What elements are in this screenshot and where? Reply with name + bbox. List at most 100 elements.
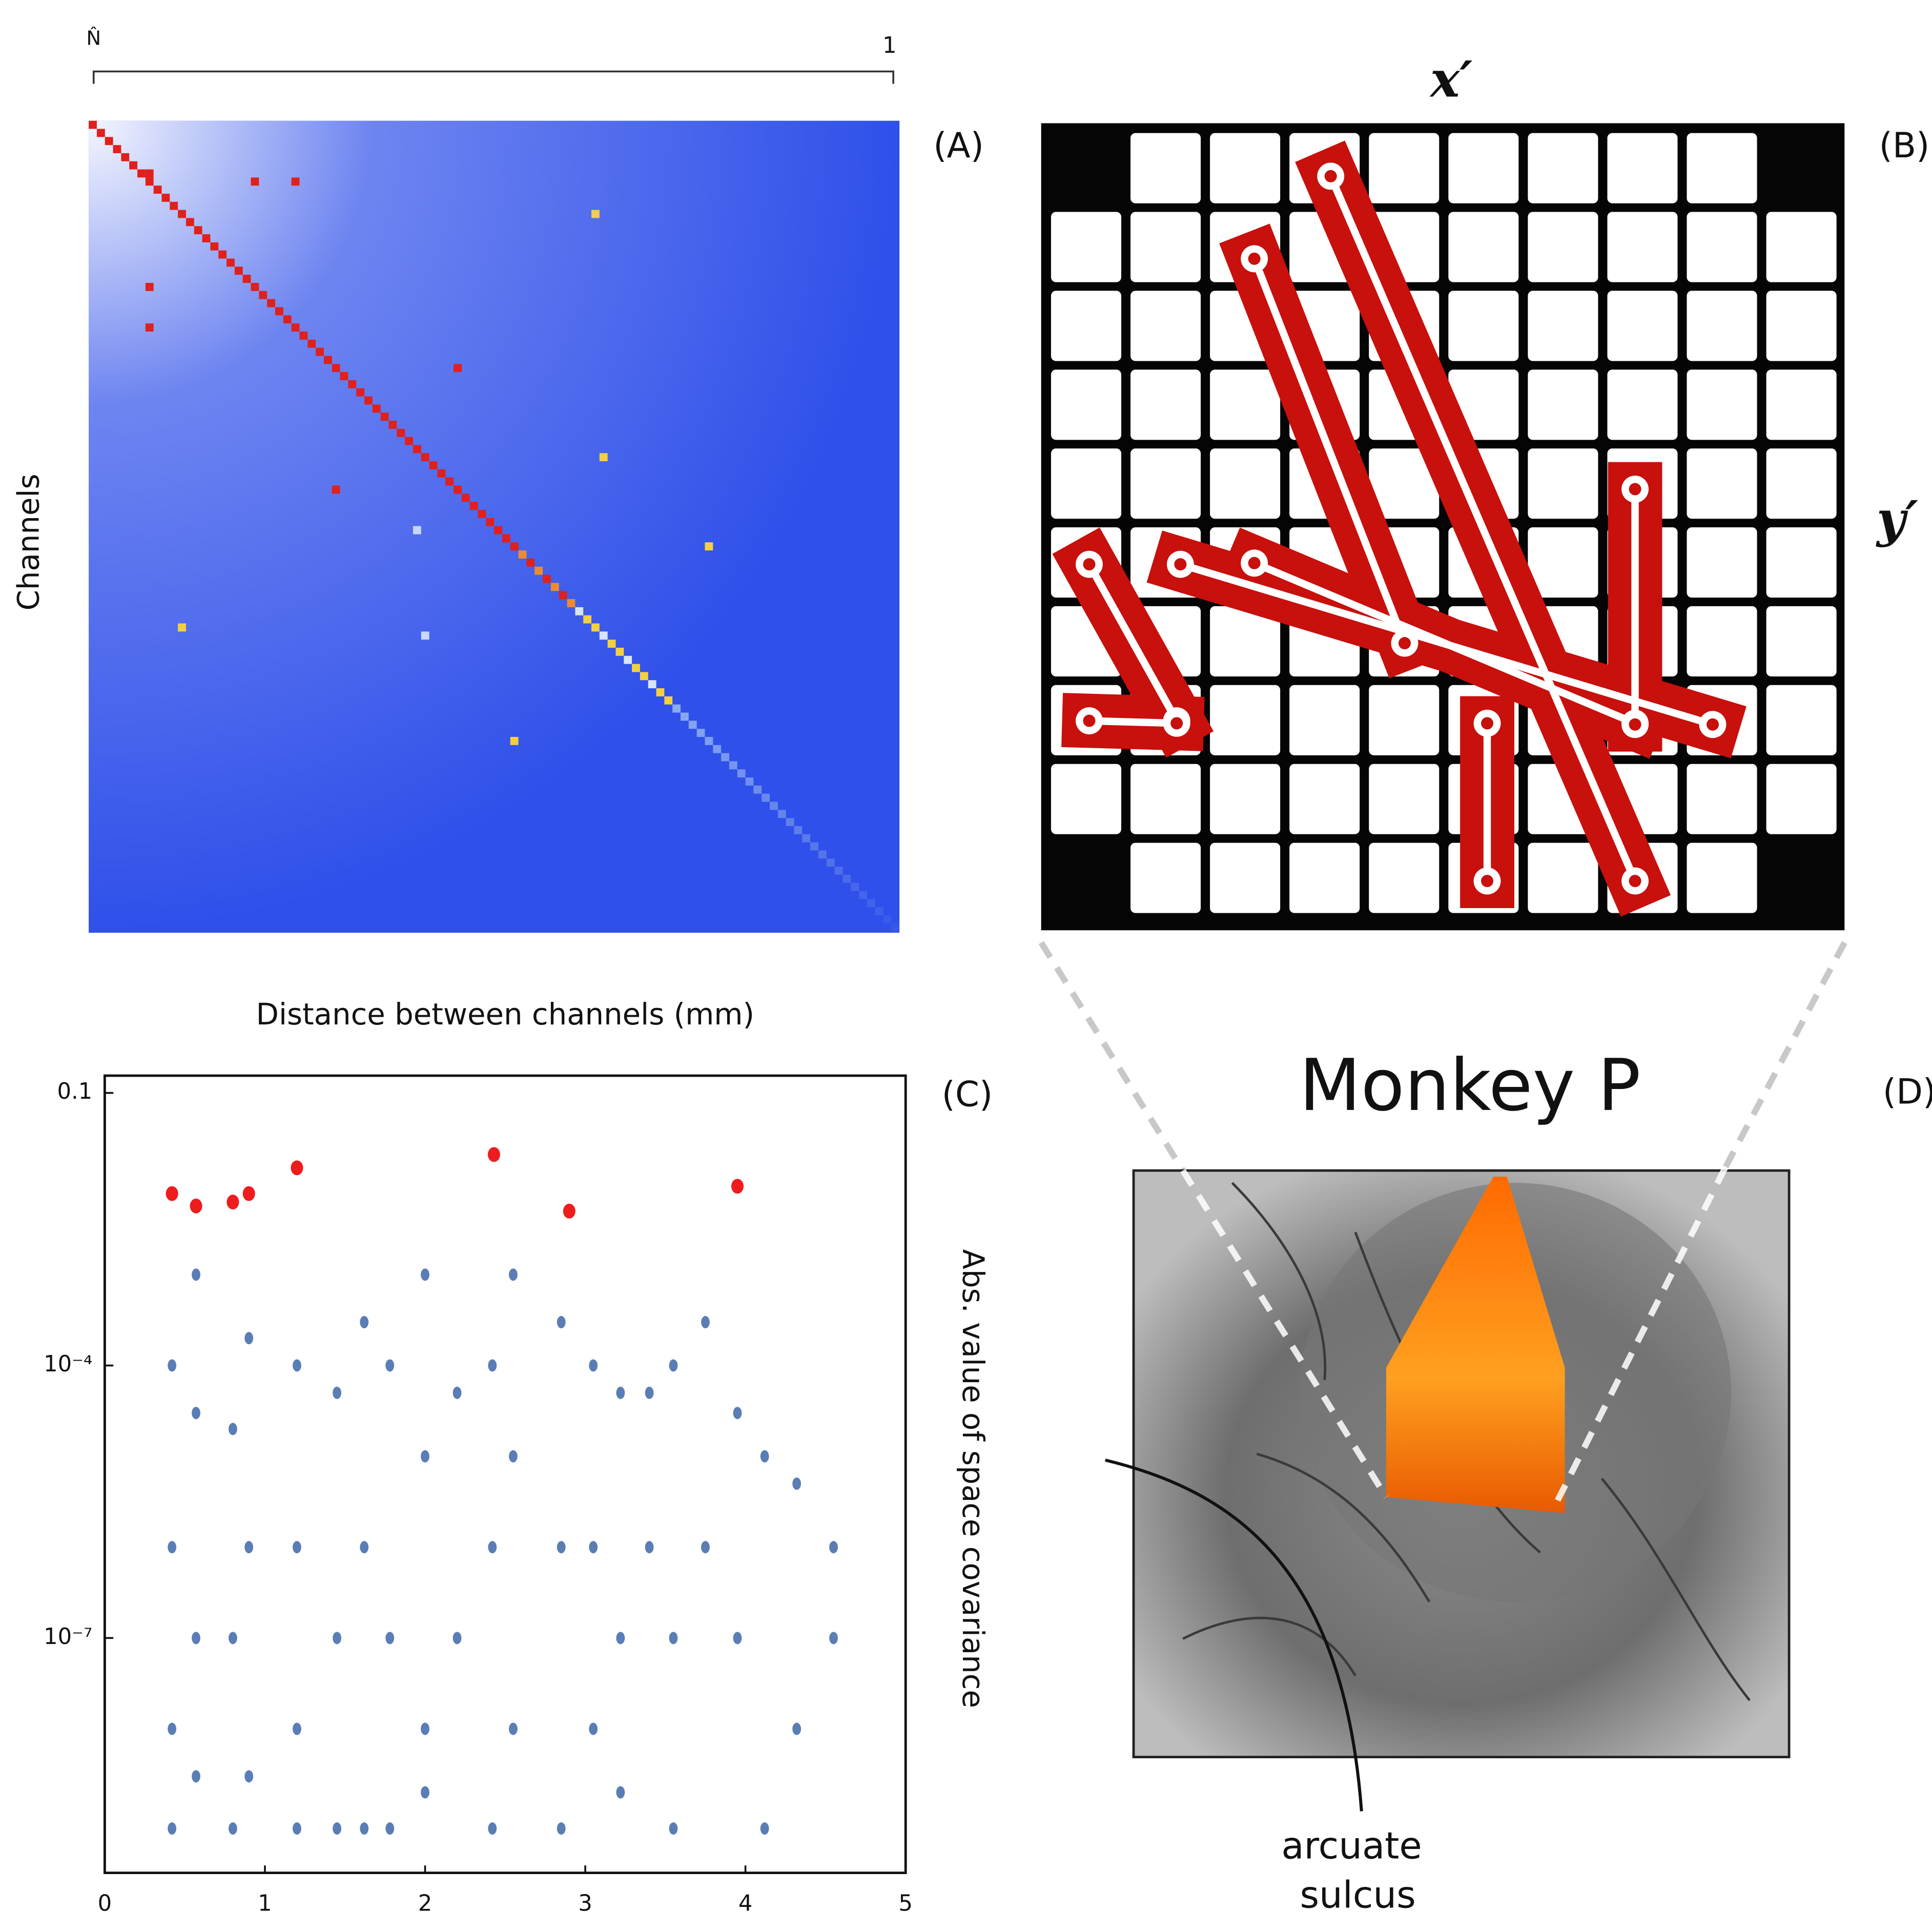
heatmap-cell <box>340 372 348 380</box>
point <box>421 1450 429 1463</box>
electrode <box>1766 369 1837 440</box>
electrode <box>1369 685 1440 755</box>
point <box>733 1632 742 1645</box>
heatmap-cell <box>851 882 859 891</box>
point <box>333 1822 342 1835</box>
heatmap-cell <box>777 810 786 818</box>
heatmap-cell <box>372 404 381 413</box>
heatmap-cell <box>178 210 186 218</box>
point <box>244 1332 254 1345</box>
heatmap-cell <box>688 721 697 729</box>
electrode <box>1766 291 1837 361</box>
electrode <box>1130 448 1201 519</box>
heatmap-cell <box>826 858 835 867</box>
heatmap-cell <box>421 631 429 640</box>
scatter-plot: 0 1 2 3 4 5 0.1 10⁻⁴ 10⁻⁷ <box>44 1079 913 1916</box>
contact-center <box>1629 718 1641 731</box>
panel-label: (A) <box>933 126 984 166</box>
electrode <box>1289 764 1360 834</box>
point <box>421 1268 429 1281</box>
point <box>488 1541 497 1554</box>
point <box>616 1386 625 1399</box>
point <box>421 1786 429 1799</box>
heatmap-cell <box>469 502 478 510</box>
point <box>589 1541 598 1554</box>
panel-label: (C) <box>942 1074 993 1114</box>
heatmap-cell <box>161 194 170 202</box>
heatmap-cell <box>648 680 656 689</box>
heatmap-cell <box>559 591 567 600</box>
heatmap-cell <box>454 364 462 373</box>
point <box>192 1770 200 1783</box>
contact-center <box>1083 714 1096 727</box>
heatmap-cell <box>429 461 438 469</box>
heatmap-cell <box>202 234 211 242</box>
point <box>557 1822 566 1835</box>
annotation: arcuate <box>1281 1825 1422 1868</box>
point <box>385 1822 395 1835</box>
contact-center <box>1083 558 1096 571</box>
heatmap-cell <box>510 736 519 745</box>
panel-label: (B) <box>1879 126 1930 166</box>
heatmap-cell <box>234 266 243 275</box>
electrode <box>1210 133 1281 203</box>
electrode <box>1051 764 1121 834</box>
connector <box>1552 1166 1728 1507</box>
point <box>293 1541 301 1554</box>
contact-center <box>1248 252 1261 265</box>
electrode <box>1210 448 1281 519</box>
y-tick-label: 0.1 <box>57 1079 93 1104</box>
heatmap-cell <box>283 315 292 324</box>
heatmap-cell <box>380 413 389 421</box>
heatmap-cell <box>145 283 154 291</box>
electrode <box>1130 764 1201 834</box>
point <box>293 1359 301 1372</box>
electrode <box>1210 764 1281 834</box>
x-tick-label: 0 <box>98 1891 112 1917</box>
heatmap-cell <box>770 801 778 810</box>
heatmap-cell <box>550 583 559 591</box>
electrode <box>1687 448 1757 519</box>
point <box>733 1407 742 1420</box>
heatmap-cell <box>186 218 194 227</box>
array-implant <box>1386 1177 1565 1513</box>
trace <box>1250 257 1408 645</box>
heatmap-cell <box>510 542 519 551</box>
heatmap-cell <box>307 339 316 348</box>
point <box>616 1786 625 1799</box>
electrode <box>1766 764 1837 834</box>
heatmap-cell <box>859 891 867 899</box>
heatmap-cell <box>145 177 154 186</box>
point <box>792 1477 801 1490</box>
heatmap-cell <box>437 469 446 478</box>
point <box>645 1541 654 1554</box>
point <box>168 1822 177 1835</box>
point <box>701 1316 710 1328</box>
trace <box>1327 174 1639 882</box>
point <box>487 1147 500 1162</box>
point <box>291 1160 303 1176</box>
heatmap-cell <box>218 250 227 259</box>
annotation: sulcus <box>1300 1874 1415 1917</box>
panel-label: (D) <box>1883 1072 1932 1112</box>
electrode <box>1210 685 1281 755</box>
point <box>645 1386 654 1399</box>
contact-center <box>1481 717 1494 730</box>
heatmap-cell <box>275 307 283 316</box>
heatmap-cell <box>575 607 584 615</box>
heatmap-cell <box>405 437 413 445</box>
point <box>360 1316 369 1328</box>
heatmap-cell <box>696 729 705 737</box>
heatmap-cell <box>632 664 640 672</box>
electrode <box>1448 212 1519 282</box>
heatmap-cell <box>291 177 300 186</box>
electrode <box>1210 606 1281 676</box>
connector <box>1180 1168 1389 1499</box>
x-tick-label: 1 <box>258 1891 272 1917</box>
heatmap-cell <box>753 785 762 794</box>
connector <box>1038 941 1186 1173</box>
point <box>168 1722 177 1735</box>
point <box>701 1541 710 1554</box>
point <box>453 1386 462 1399</box>
